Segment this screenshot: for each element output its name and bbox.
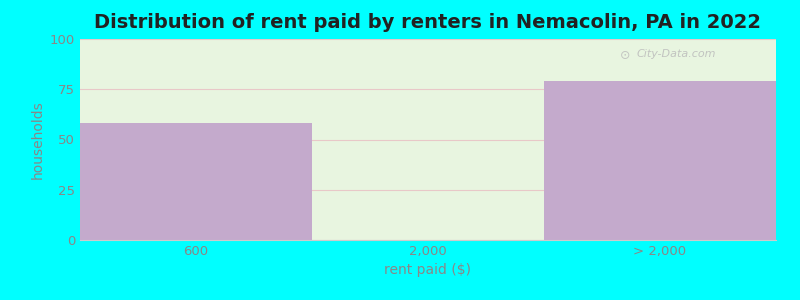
Bar [80, 123, 312, 240]
Title: Distribution of rent paid by renters in Nemacolin, PA in 2022: Distribution of rent paid by renters in … [94, 13, 762, 32]
Bar [544, 81, 776, 240]
Text: City-Data.com: City-Data.com [637, 49, 716, 59]
Y-axis label: households: households [30, 100, 44, 179]
Text: ⊙: ⊙ [619, 49, 630, 62]
X-axis label: rent paid ($): rent paid ($) [385, 263, 471, 278]
